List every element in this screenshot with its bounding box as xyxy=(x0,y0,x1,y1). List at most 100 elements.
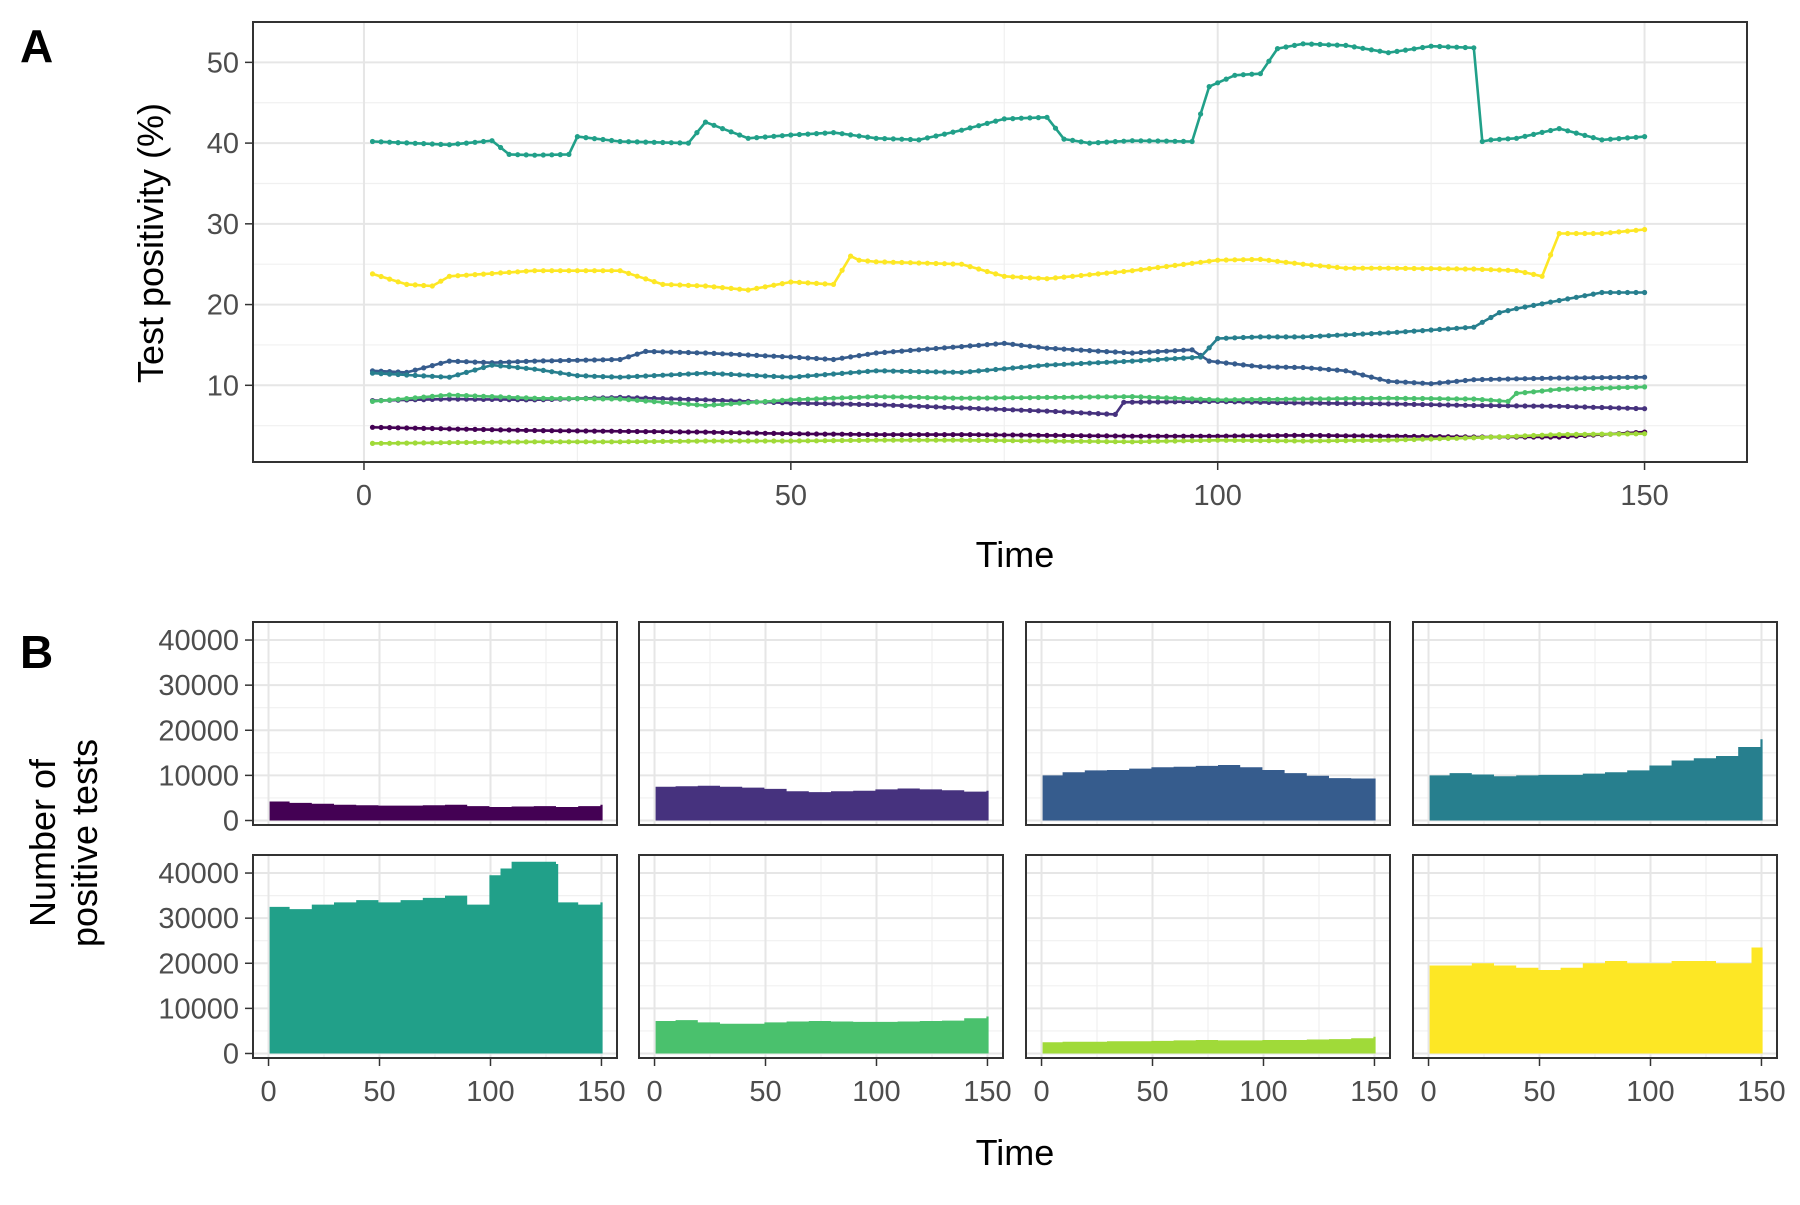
panel-a-data-point xyxy=(1087,360,1093,366)
panel-a-data-point xyxy=(1531,131,1537,137)
panel-a-data-point xyxy=(1070,409,1076,415)
panel-a-data-point xyxy=(1624,228,1631,234)
panel-a-data-point xyxy=(1326,366,1332,373)
panel-a-data-point xyxy=(1377,433,1383,439)
panel-a-data-point xyxy=(1616,229,1622,235)
panel-a-data-point xyxy=(1548,252,1554,258)
panel-a-data-point xyxy=(941,437,948,443)
panel-a-data-point xyxy=(1582,375,1588,381)
panel-a-data-point xyxy=(412,282,418,288)
panel-a-data-point xyxy=(438,393,444,399)
panel-a-data-point xyxy=(446,396,452,402)
panel-a-data-point xyxy=(1360,372,1366,378)
panel-a-data-point xyxy=(1360,401,1366,407)
panel-a-data-point xyxy=(1496,434,1502,440)
panel-a-data-point xyxy=(1556,403,1562,409)
panel-a-data-point xyxy=(754,135,760,141)
panel-a-data-point xyxy=(634,397,640,403)
panel-a-data-point xyxy=(779,354,785,360)
panel-a-data-point xyxy=(1189,396,1195,402)
panel-a-data-point xyxy=(873,394,879,400)
panel-a-data-point xyxy=(404,140,410,146)
panel-a-data-point xyxy=(924,432,931,438)
panel-a-data-point xyxy=(609,396,615,402)
panel-a-data-point xyxy=(480,359,487,365)
panel-a-data-point xyxy=(967,437,973,443)
panel-a-data-point xyxy=(839,395,845,401)
panel-a-data-point xyxy=(1582,230,1588,237)
panel-a-data-point xyxy=(1274,364,1281,370)
panel-a-data-point xyxy=(1411,46,1417,52)
panel-a-data-point xyxy=(404,396,410,402)
panel-a-data-point xyxy=(1112,394,1118,400)
panel-a-data-point xyxy=(506,394,512,400)
panel-a-data-point xyxy=(1471,45,1477,51)
panel-a-data-point xyxy=(890,349,896,355)
panel-a-data-point xyxy=(1206,345,1212,351)
panel-a-data-point xyxy=(702,370,709,376)
panel-a-data-point xyxy=(959,432,965,438)
panel-a-data-point xyxy=(959,369,965,375)
panel-a-data-point xyxy=(916,437,922,443)
panel-a-data-point xyxy=(1018,407,1024,413)
panel-a-data-point xyxy=(1590,375,1596,381)
panel-a-data-point xyxy=(1616,405,1622,411)
panel-a-data-point xyxy=(1599,375,1605,381)
panel-a-data-point xyxy=(702,402,709,409)
panel-a-data-point xyxy=(1146,438,1152,445)
panel-a-data-point xyxy=(489,439,495,445)
panel-a-data-point xyxy=(1522,133,1528,139)
panel-a-data-point xyxy=(796,131,803,138)
panel-a-data-point xyxy=(660,396,666,402)
panel-a-data-point xyxy=(805,400,811,406)
panel-a-data-point xyxy=(1240,334,1246,341)
panel-a-data-point xyxy=(600,357,606,363)
panel-a-data-point xyxy=(1599,289,1605,296)
panel-a-data-point xyxy=(1061,394,1067,400)
panel-a-data-point xyxy=(378,139,384,145)
panel-a-data-point xyxy=(1642,134,1648,140)
panel-a-data-point xyxy=(472,272,478,278)
panel-a-data-point xyxy=(1343,433,1349,439)
panel-a-data-point xyxy=(830,431,837,437)
panel-a-data-point xyxy=(1291,438,1298,444)
panel-a-data-point xyxy=(651,429,657,435)
panel-a-data-point xyxy=(583,396,589,402)
panel-a-data-point xyxy=(830,401,837,407)
panel-a-data-point xyxy=(1351,400,1357,407)
panel-a-data-point xyxy=(583,135,589,141)
panel-a-data-point xyxy=(1309,262,1315,268)
panel-a-data-point xyxy=(1454,378,1460,384)
panel-a-data-point xyxy=(762,438,768,444)
panel-a-data-point xyxy=(950,344,956,350)
panel-a-data-point xyxy=(788,397,794,403)
panel-a-data-point xyxy=(1044,408,1050,414)
panel-a-data-point xyxy=(1479,138,1485,145)
panel-a-data-point xyxy=(1539,403,1545,409)
panel-a-data-point xyxy=(1035,344,1041,350)
panel-a-data-point xyxy=(1488,376,1494,382)
panel-a-data-point xyxy=(1155,395,1161,401)
panel-a-data-point xyxy=(976,342,982,348)
panel-a-data-point xyxy=(1300,334,1306,340)
panel-a-data-point xyxy=(1402,395,1409,401)
panel-a-data-point xyxy=(540,367,546,373)
panel-a-data-point xyxy=(899,432,905,438)
panel-a-data-point xyxy=(1215,433,1221,439)
panel-a-data-point xyxy=(950,395,956,401)
panel-a-data-point xyxy=(967,343,973,349)
panel-a-data-point xyxy=(1257,364,1263,370)
panel-a-data-point xyxy=(446,374,452,380)
panel-a-data-point xyxy=(1061,438,1067,444)
panel-a-data-point xyxy=(1394,329,1400,335)
panel-a-data-point xyxy=(916,260,922,266)
panel-a-data-point xyxy=(1360,437,1366,443)
panel-a-data-point xyxy=(1360,45,1366,51)
panel-a-data-point xyxy=(540,358,546,364)
panel-a-data-point xyxy=(1607,136,1613,142)
panel-a-data-point xyxy=(1223,360,1229,366)
panel-a-data-point xyxy=(1266,364,1272,370)
panel-b-x-tick-label: 150 xyxy=(577,1076,625,1108)
panel-a-data-point xyxy=(472,367,478,373)
panel-a-data-point xyxy=(412,367,418,373)
